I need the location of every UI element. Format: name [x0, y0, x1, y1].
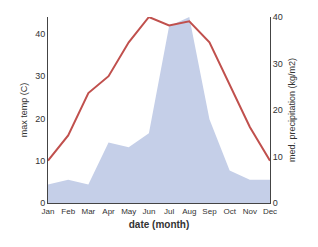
svg-text:10: 10 [35, 156, 45, 166]
svg-text:Nov: Nov [243, 207, 257, 216]
svg-text:Oct: Oct [223, 207, 236, 216]
svg-text:20: 20 [35, 114, 45, 124]
svg-text:10: 10 [273, 152, 283, 162]
svg-text:30: 30 [273, 59, 283, 69]
svg-text:Jan: Jan [42, 207, 55, 216]
svg-text:Dec: Dec [263, 207, 277, 216]
svg-text:40: 40 [273, 12, 283, 22]
svg-text:Mar: Mar [81, 207, 95, 216]
svg-text:0: 0 [40, 198, 45, 208]
svg-text:30: 30 [35, 71, 45, 81]
svg-text:Jul: Jul [164, 207, 174, 216]
svg-text:Feb: Feb [61, 207, 75, 216]
svg-text:May: May [121, 207, 136, 216]
svg-text:Aug: Aug [182, 207, 196, 216]
svg-text:Apr: Apr [102, 207, 115, 216]
svg-text:Sep: Sep [202, 207, 217, 216]
svg-text:med. precipitation (kg/m2): med. precipitation (kg/m2) [287, 58, 297, 162]
svg-text:Jun: Jun [142, 207, 155, 216]
svg-text:max temp (C): max temp (C) [19, 83, 29, 138]
svg-text:40: 40 [35, 29, 45, 39]
svg-text:date (month): date (month) [129, 219, 190, 230]
svg-text:0: 0 [273, 198, 278, 208]
svg-text:20: 20 [273, 105, 283, 115]
